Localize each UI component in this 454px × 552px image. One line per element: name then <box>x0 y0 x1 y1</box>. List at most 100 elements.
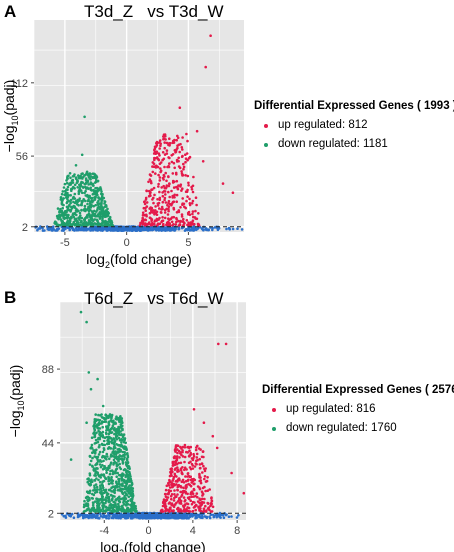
point-up-regulated <box>183 446 187 449</box>
point-up-regulated <box>183 443 187 447</box>
point-down-regulated <box>97 445 101 449</box>
point-down-regulated <box>104 213 107 216</box>
point-up-regulated <box>204 489 207 493</box>
point-up-regulated <box>204 510 208 513</box>
point-down-regulated <box>108 420 111 423</box>
point-down-regulated <box>89 387 93 391</box>
point-down-regulated <box>95 431 98 435</box>
point-up-regulated <box>209 510 213 513</box>
point-not-significant <box>77 228 80 232</box>
x-tick-label: 0 <box>124 237 130 249</box>
point-down-regulated <box>63 211 66 214</box>
point-up-regulated <box>147 189 151 193</box>
point-up-regulated <box>167 190 170 194</box>
point-down-regulated <box>86 477 89 481</box>
point-down-regulated <box>90 204 93 208</box>
point-down-regulated <box>77 190 81 193</box>
point-down-regulated <box>96 222 100 226</box>
point-down-regulated <box>107 224 110 227</box>
point-down-regulated <box>93 449 96 452</box>
point-down-regulated <box>95 477 98 480</box>
point-down-regulated <box>76 186 79 189</box>
point-down-regulated <box>95 456 99 460</box>
point-up-regulated <box>196 485 200 488</box>
point-down-regulated <box>104 499 108 503</box>
point-down-regulated <box>79 184 83 187</box>
point-up-regulated <box>179 220 182 224</box>
point-down-regulated <box>61 203 64 206</box>
point-not-significant <box>160 227 163 231</box>
point-up-regulated <box>198 487 202 491</box>
point-up-regulated <box>191 500 195 504</box>
point-up-regulated <box>185 190 189 193</box>
point-down-regulated <box>111 451 114 454</box>
point-up-regulated <box>175 457 178 460</box>
point-down-regulated <box>109 447 112 450</box>
point-up-regulated <box>167 209 170 213</box>
point-down-regulated <box>122 438 126 441</box>
point-down-regulated <box>114 471 117 475</box>
point-not-significant <box>101 515 105 519</box>
point-up-regulated <box>150 210 154 213</box>
point-up-regulated <box>191 458 195 462</box>
point-up-regulated <box>163 208 167 212</box>
point-up-regulated <box>201 160 205 163</box>
point-up-regulated <box>179 452 182 455</box>
point-down-regulated <box>118 462 121 466</box>
point-down-regulated <box>84 199 87 203</box>
point-not-significant <box>66 226 70 229</box>
point-not-significant <box>217 513 221 516</box>
point-up-regulated <box>157 173 160 177</box>
point-up-regulated <box>162 137 166 141</box>
point-down-regulated <box>91 465 94 468</box>
point-not-significant <box>68 228 71 232</box>
point-down-regulated <box>98 459 102 462</box>
point-up-regulated <box>198 476 201 479</box>
point-up-regulated <box>195 217 199 221</box>
point-up-regulated <box>204 65 207 69</box>
point-up-regulated <box>150 181 153 185</box>
point-down-regulated <box>109 503 113 506</box>
point-down-regulated <box>80 180 83 184</box>
point-down-regulated <box>93 452 97 455</box>
point-down-regulated <box>99 508 103 512</box>
point-up-regulated <box>164 488 168 492</box>
point-up-regulated <box>167 508 171 512</box>
point-up-regulated <box>142 222 146 225</box>
point-up-regulated <box>197 212 200 215</box>
point-down-regulated <box>66 214 69 218</box>
point-up-regulated <box>168 486 172 489</box>
point-up-regulated <box>182 481 186 484</box>
point-not-significant <box>91 516 94 519</box>
point-up-regulated <box>155 210 159 214</box>
point-down-regulated <box>87 187 90 190</box>
point-up-regulated <box>170 497 173 501</box>
point-up-regulated <box>177 469 180 473</box>
point-down-regulated <box>114 446 117 450</box>
point-up-regulated <box>156 165 160 169</box>
point-up-regulated <box>188 197 191 201</box>
point-down-regulated <box>116 488 120 492</box>
point-down-regulated <box>104 488 108 492</box>
point-not-significant <box>221 513 225 517</box>
point-down-regulated <box>106 442 109 445</box>
point-up-regulated <box>168 222 171 225</box>
point-down-regulated <box>103 464 106 468</box>
point-down-regulated <box>108 413 112 416</box>
point-up-regulated <box>189 460 192 464</box>
point-down-regulated <box>61 190 65 193</box>
point-not-significant <box>38 227 42 230</box>
point-up-regulated <box>148 207 151 210</box>
point-down-regulated <box>109 461 113 464</box>
point-down-regulated <box>113 489 117 492</box>
point-down-regulated <box>66 176 69 180</box>
point-up-regulated <box>195 203 198 207</box>
point-up-regulated <box>165 509 168 512</box>
point-up-regulated <box>155 213 159 216</box>
point-down-regulated <box>118 507 121 511</box>
point-up-regulated <box>164 171 167 175</box>
point-down-regulated <box>98 450 102 454</box>
point-down-regulated <box>75 219 79 222</box>
point-up-regulated <box>182 496 186 499</box>
point-up-regulated <box>193 505 197 508</box>
